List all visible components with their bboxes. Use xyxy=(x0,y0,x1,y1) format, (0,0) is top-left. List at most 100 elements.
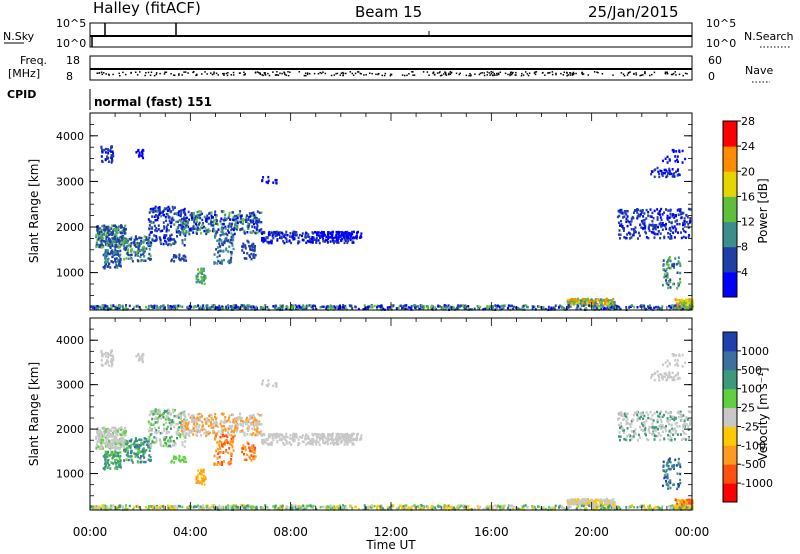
nave-point xyxy=(274,74,277,76)
power-cell xyxy=(104,257,107,261)
power-cell xyxy=(650,215,653,219)
velocity-cell xyxy=(95,437,98,441)
velocity-cell xyxy=(251,447,254,450)
nave-point xyxy=(572,71,575,74)
power-cell xyxy=(677,284,680,288)
power-cell xyxy=(665,169,668,173)
colorbar-swatch xyxy=(723,171,737,197)
power-cell xyxy=(477,307,480,311)
nave-point xyxy=(635,73,638,76)
velocity-cell xyxy=(245,458,248,462)
power-cell xyxy=(677,261,680,265)
power-cell xyxy=(249,219,252,222)
power-cell xyxy=(267,232,270,235)
power-cell xyxy=(672,305,675,309)
power-cell xyxy=(586,303,589,306)
power-cell xyxy=(149,231,152,234)
nave-point xyxy=(105,73,107,75)
power-cell xyxy=(158,236,161,239)
power-cell xyxy=(257,219,260,222)
power-cell xyxy=(666,214,669,218)
power-cell xyxy=(373,304,376,308)
power-cell xyxy=(181,221,184,224)
velocity-cell xyxy=(103,428,106,431)
power-cell xyxy=(185,225,188,229)
velocity-cell xyxy=(168,410,171,413)
velocity-cell xyxy=(320,432,323,436)
power-cell xyxy=(612,302,615,305)
nave-point xyxy=(401,74,404,76)
power-cell xyxy=(106,157,109,160)
velocity-cell xyxy=(234,423,237,427)
power-cell xyxy=(292,233,295,236)
velocity-cell xyxy=(157,411,160,414)
power-cell xyxy=(657,229,660,233)
power-cell xyxy=(105,262,108,266)
power-cell xyxy=(126,239,129,243)
power-cell xyxy=(346,230,349,234)
power-cell xyxy=(666,217,669,220)
power-cell xyxy=(246,225,249,228)
power-cell xyxy=(178,223,181,227)
power-cell xyxy=(242,242,245,246)
velocity-cell xyxy=(184,433,187,437)
nsky-label: N.Sky xyxy=(3,30,35,43)
power-cell xyxy=(594,299,597,303)
power-cell xyxy=(434,306,437,309)
nave-point xyxy=(627,72,630,74)
power-cell xyxy=(657,305,660,309)
velocity-cell xyxy=(261,438,264,442)
power-cell xyxy=(220,262,223,265)
nave-point xyxy=(450,71,453,74)
velocity-cell xyxy=(253,417,256,420)
velocity-cell xyxy=(176,415,179,418)
velocity-cell xyxy=(247,429,250,432)
velocity-cell xyxy=(572,498,575,501)
power-cell xyxy=(201,268,204,272)
power-cell xyxy=(675,307,678,310)
power-cell xyxy=(200,307,203,311)
power-cell xyxy=(112,230,115,233)
nave-point xyxy=(567,74,570,76)
velocity-cell xyxy=(223,418,226,422)
colorbar-tick-label: 20 xyxy=(741,165,755,178)
nave-point xyxy=(308,72,311,75)
velocity-cell xyxy=(230,427,233,430)
velocity-cell xyxy=(121,427,124,431)
power-cell xyxy=(106,156,109,159)
velocity-cell xyxy=(595,501,598,505)
velocity-cell xyxy=(212,429,215,433)
velocity-cell xyxy=(217,452,220,456)
power-cell xyxy=(117,238,120,241)
power-cell xyxy=(231,222,234,226)
power-cell xyxy=(173,260,176,263)
power-cell xyxy=(404,304,407,307)
power-cell xyxy=(252,305,255,308)
power-cell xyxy=(239,210,242,213)
power-cell xyxy=(231,211,234,214)
velocity-cell xyxy=(581,500,584,503)
power-cell xyxy=(114,229,117,232)
power-cell xyxy=(223,216,226,220)
velocity-cell xyxy=(229,440,232,443)
power-cell xyxy=(544,307,547,311)
power-cell xyxy=(104,234,107,238)
velocity-cell xyxy=(261,433,264,436)
power-cell xyxy=(414,304,417,308)
power-cell xyxy=(247,218,250,221)
power-cell xyxy=(370,306,373,309)
power-cell xyxy=(115,235,118,239)
velocity-cell xyxy=(201,473,204,476)
nave-point xyxy=(349,71,352,73)
power-cell xyxy=(180,217,183,221)
power-cell xyxy=(196,216,199,219)
power-cell xyxy=(193,220,196,224)
power-cell xyxy=(232,236,235,239)
nave-point xyxy=(342,74,344,77)
power-cell xyxy=(249,231,252,234)
velocity-cell xyxy=(119,463,122,467)
power-cell xyxy=(348,304,351,307)
velocity-cell xyxy=(269,435,272,438)
velocity-cell xyxy=(116,433,119,437)
power-cell xyxy=(248,304,251,307)
